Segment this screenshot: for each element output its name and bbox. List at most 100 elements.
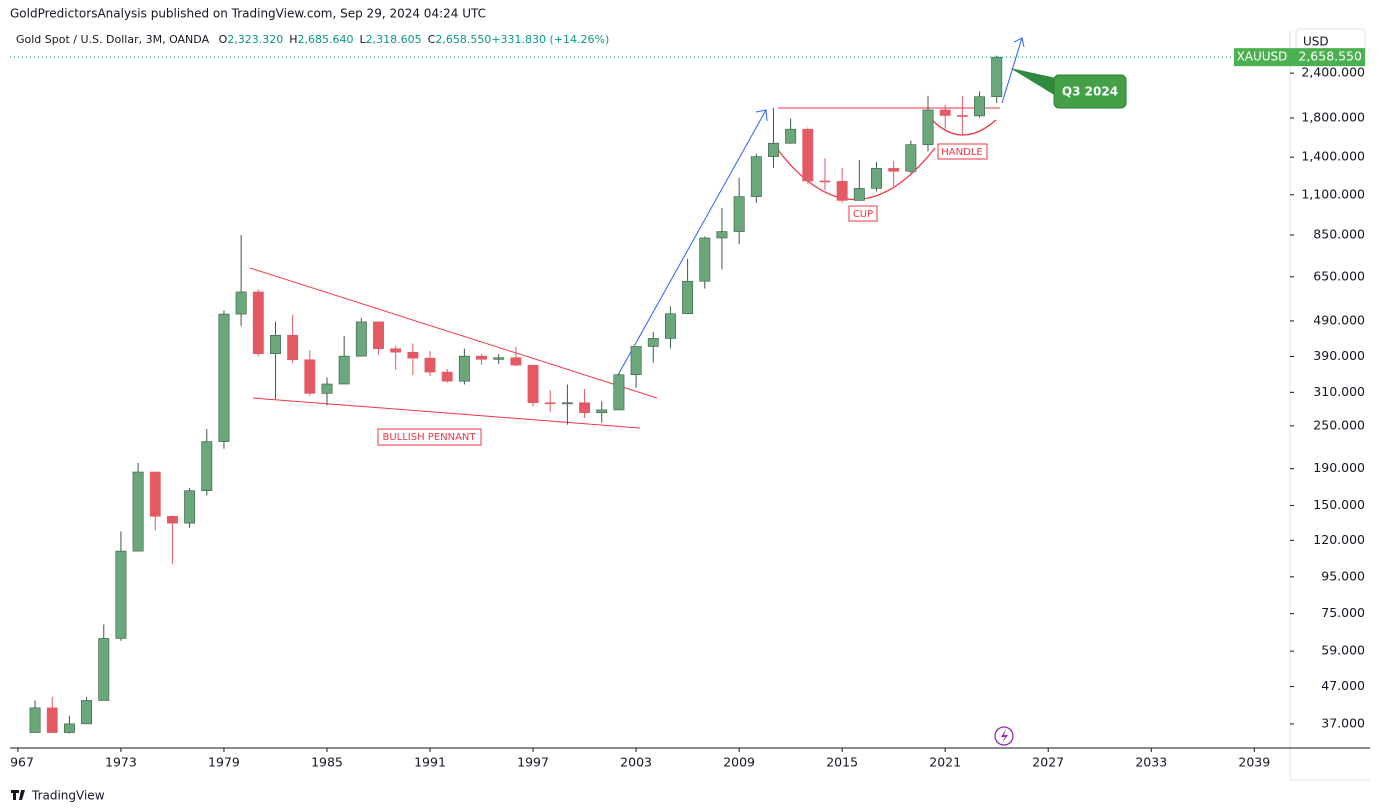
candle-body — [682, 280, 694, 315]
y-tick-label: 59.000 — [1321, 643, 1365, 658]
candle-body — [493, 357, 505, 360]
candle-body — [510, 357, 522, 366]
legend-key: O — [219, 33, 228, 46]
y-tick-label: 47.000 — [1321, 678, 1365, 693]
candle-body — [836, 181, 848, 201]
y-tick-label: 75.000 — [1321, 605, 1365, 620]
candle-body — [252, 291, 264, 355]
y-tick-label: 120.000 — [1313, 532, 1365, 547]
arrow-up — [617, 109, 768, 376]
candle-body — [201, 441, 213, 491]
candle-body — [579, 402, 591, 414]
pennant-label: BULLISH PENNANT — [382, 432, 476, 443]
candle-body — [802, 128, 814, 182]
events-bolt — [1001, 729, 1008, 743]
x-tick-label: 1997 — [517, 755, 549, 770]
candle-body — [287, 334, 299, 361]
candle-body — [750, 156, 762, 197]
x-tick-label: 1979 — [208, 755, 240, 770]
candle-body — [905, 144, 917, 172]
x-tick-label: 967 — [10, 755, 34, 770]
y-tick-label: 150.000 — [1313, 497, 1365, 512]
candle-body — [441, 371, 453, 382]
candle-body — [424, 357, 436, 373]
x-tick-label: 2015 — [826, 755, 858, 770]
symbol-tag — [1234, 48, 1290, 67]
candle-body — [29, 707, 41, 733]
y-tick-label: 1,800.000 — [1301, 109, 1365, 124]
x-tick-label: 2039 — [1238, 755, 1270, 770]
pennant-label-box — [377, 428, 482, 446]
legend-value: 2,323.320 — [227, 33, 283, 46]
y-tick-label: 190.000 — [1313, 460, 1365, 475]
legend-key: L — [360, 33, 367, 46]
symbol-label: XAUUSD — [1237, 50, 1288, 64]
symbol-legend: Gold Spot / U.S. Dollar, 3M, OANDA O2,32… — [16, 33, 609, 46]
handle-label-box — [937, 143, 988, 160]
candle-body — [733, 196, 745, 232]
candle-body — [149, 471, 161, 517]
candle-body — [819, 180, 831, 183]
published-line: GoldPredictorsAnalysis published on Trad… — [10, 7, 486, 21]
callout-box — [1053, 74, 1127, 109]
candle-body — [785, 128, 797, 144]
y-tick-label: 650.000 — [1313, 268, 1365, 283]
candle-body — [407, 351, 419, 359]
callout-label: Q3 2024 — [1062, 85, 1118, 99]
candle-body — [871, 168, 882, 189]
candle-body — [166, 516, 178, 524]
candle-body — [630, 346, 642, 376]
candle-body — [544, 402, 556, 405]
handle-label: HANDLE — [941, 147, 982, 158]
y-tick-label: 2,400.000 — [1301, 65, 1365, 80]
y-tick-label: 310.000 — [1313, 384, 1365, 399]
x-tick-label: 2027 — [1032, 755, 1064, 770]
callout-pointer — [1010, 68, 1056, 96]
candle-body — [527, 364, 539, 404]
x-tick-label: 1991 — [414, 755, 446, 770]
legend-value: +331.830 (+14.26%) — [491, 33, 609, 46]
candle-body — [647, 338, 659, 347]
pennant-lower — [252, 397, 641, 429]
candle-body — [476, 355, 487, 360]
candle-body — [768, 142, 779, 157]
handle-arc — [931, 119, 997, 136]
candle-body — [63, 723, 75, 733]
candle-body — [853, 188, 865, 201]
x-tick-label: 1985 — [311, 755, 343, 770]
candle-body — [355, 321, 367, 357]
last-price-tag — [1290, 48, 1365, 67]
candle-body — [458, 355, 470, 382]
y-tick-label: 250.000 — [1313, 417, 1365, 432]
candle-body — [304, 359, 316, 394]
pennant-upper — [249, 267, 658, 399]
candle-body — [390, 348, 402, 353]
cup-label-box — [848, 205, 878, 222]
candle-body — [956, 115, 968, 117]
candle-body — [81, 700, 93, 725]
candle-body — [235, 291, 247, 315]
candle-body — [270, 334, 281, 355]
y-tick-label: 390.000 — [1313, 348, 1365, 363]
footer-logo — [11, 790, 25, 800]
candle-body — [46, 707, 58, 733]
footer-brand: TradingView — [31, 789, 105, 803]
last-price-label: 2,658.550 — [1298, 49, 1362, 64]
legend-key: C — [428, 33, 436, 46]
candle-body — [922, 109, 934, 145]
candle-body — [338, 355, 350, 385]
candle-body — [321, 383, 333, 394]
candle-body — [974, 96, 985, 117]
candle-body — [218, 313, 230, 442]
candle-body — [664, 313, 676, 339]
x-tick-label: 2033 — [1135, 755, 1167, 770]
candle-body — [939, 109, 951, 116]
cup-label: CUP — [853, 209, 873, 220]
y-tick-label: 95.000 — [1321, 568, 1365, 583]
y-tick-label: 37.000 — [1321, 715, 1365, 730]
x-tick-label: 1973 — [105, 755, 137, 770]
legend-key: H — [289, 33, 297, 46]
candle-body — [115, 550, 127, 639]
